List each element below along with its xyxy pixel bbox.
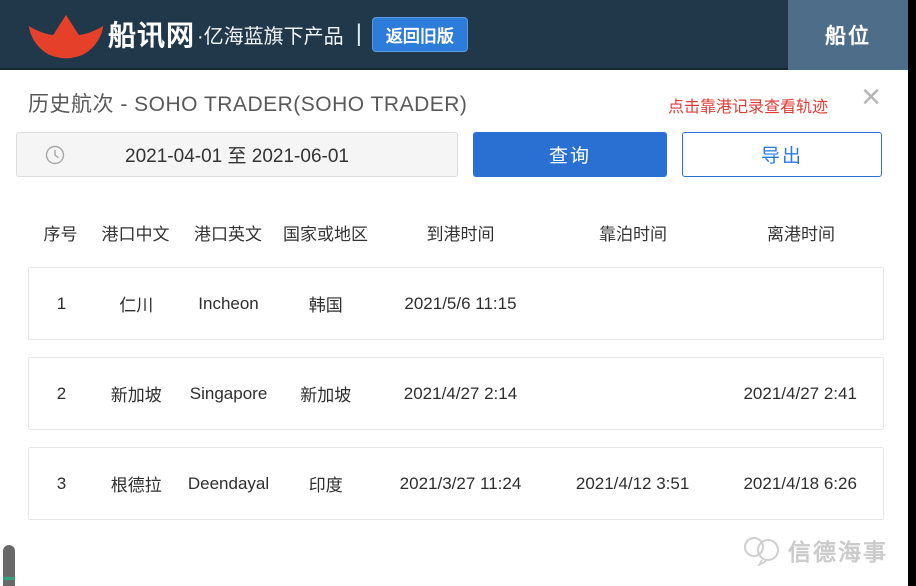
header-depart-time: 离港时间 <box>767 224 835 244</box>
nav-divider: | <box>355 20 362 47</box>
cell-no: 1 <box>56 293 67 313</box>
back-to-old-version-button[interactable]: 返回旧版 <box>371 16 468 52</box>
cell-arrive: 2021/5/6 11:15 <box>404 293 517 313</box>
cell-port-en: Singapore <box>189 383 268 403</box>
cell-depart: 2021/4/27 2:41 <box>743 383 857 403</box>
right-edge-strip <box>908 0 916 586</box>
cell-depart: 2021/4/18 6:26 <box>743 473 857 493</box>
watermark: 信德海事 <box>742 533 888 567</box>
query-button[interactable]: 查询 <box>473 132 667 177</box>
export-button[interactable]: 导出 <box>682 132 882 177</box>
header-berth-time: 靠泊时间 <box>599 224 667 244</box>
header-no: 序号 <box>43 224 78 244</box>
cell-port-en: Incheon <box>198 293 259 313</box>
cell-port-cn: 仁川 <box>119 296 154 315</box>
header-port-cn: 港口中文 <box>101 224 170 244</box>
table-row[interactable]: 2 新加坡 Singapore 新加坡 2021/4/27 2:14 2021/… <box>28 357 884 430</box>
page-title: 历史航次 - SOHO TRADER(SOHO TRADER) <box>28 93 468 116</box>
cell-country: 印度 <box>308 476 343 495</box>
cell-country: 韩国 <box>308 296 343 315</box>
cell-arrive: 2021/3/27 11:24 <box>399 473 522 493</box>
cell-port-cn: 新加坡 <box>110 386 162 405</box>
header-port-en: 港口英文 <box>194 224 262 244</box>
cell-arrive: 2021/4/27 2:14 <box>403 383 518 403</box>
table-header-row: 序号 港口中文 港口英文 国家或地区 到港时间 靠泊时间 离港时间 <box>28 219 884 245</box>
brand-suffix: ·亿海蓝旗下产品 <box>197 25 344 48</box>
date-range-value: 2021-04-01 至 2021-06-01 <box>125 146 349 167</box>
watermark-logo-icon <box>744 537 779 566</box>
brand-name: 船讯网 <box>108 20 196 51</box>
cell-no: 2 <box>56 383 67 403</box>
slider-green-line <box>3 577 15 580</box>
shipxy-logo-icon <box>26 7 106 61</box>
table-row[interactable]: 1 仁川 Incheon 韩国 2021/5/6 11:15 <box>28 267 884 340</box>
close-icon[interactable]: × <box>861 78 881 116</box>
cell-port-cn: 根德拉 <box>110 476 162 495</box>
tab-ship-position[interactable]: 船位 <box>788 0 908 70</box>
view-track-hint[interactable]: 点击靠港记录查看轨迹 <box>668 99 829 116</box>
table-row[interactable]: 3 根德拉 Deendayal 印度 2021/3/27 11:24 2021/… <box>28 447 884 520</box>
date-range-input[interactable]: 2021-04-01 至 2021-06-01 <box>16 132 458 177</box>
watermark-text: 信德海事 <box>788 539 888 565</box>
top-navbar: 船讯网 ·亿海蓝旗下产品 | 返回旧版 <box>0 0 908 70</box>
cell-no: 3 <box>56 473 67 493</box>
cell-berth: 2021/4/12 3:51 <box>575 473 690 493</box>
header-country: 国家或地区 <box>283 224 368 244</box>
clock-icon <box>45 145 65 164</box>
header-arrive-time: 到港时间 <box>426 224 495 244</box>
cell-port-en: Deendayal <box>187 473 270 493</box>
map-zoom-slider-remnant[interactable] <box>3 545 15 586</box>
cell-country: 新加坡 <box>300 386 352 405</box>
